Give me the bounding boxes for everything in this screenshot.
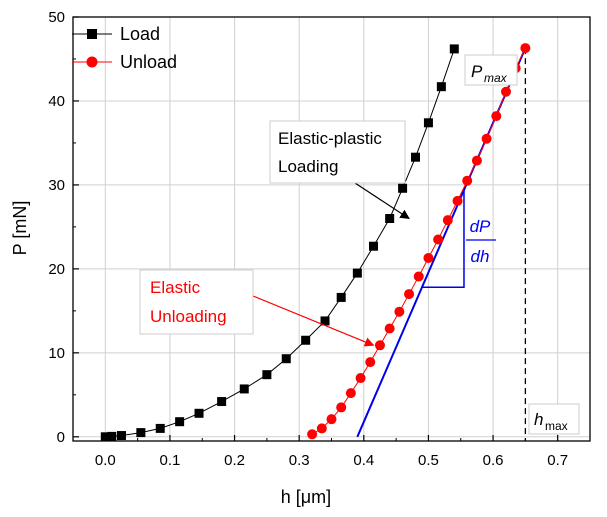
- annotation-box-elastic: [139, 269, 254, 335]
- data-point-unload: [307, 429, 318, 440]
- x-tick-label: 0.3: [289, 452, 310, 469]
- hmax-label-main: h: [534, 410, 543, 429]
- y-axis-title: P [mN]: [10, 201, 30, 256]
- data-point-load: [155, 423, 165, 433]
- data-point-load: [262, 370, 272, 380]
- y-tick-label: 10: [48, 345, 65, 362]
- legend-label-unload: Unload: [120, 52, 177, 72]
- data-point-load: [436, 82, 446, 92]
- legend-marker-unload: [86, 56, 98, 68]
- slope-label-dh: dh: [471, 247, 490, 266]
- data-point-load: [336, 292, 346, 302]
- pmax-label-sub: max: [484, 71, 508, 85]
- data-point-unload: [491, 111, 502, 122]
- legend: Load Unload: [72, 24, 177, 72]
- x-tick-label: 0.1: [160, 452, 181, 469]
- data-point-load: [239, 384, 249, 394]
- annotation-elastic-plastic-line2: Loading: [278, 157, 339, 176]
- data-point-load: [411, 152, 421, 162]
- series-line-load: [105, 48, 455, 438]
- data-point-load: [217, 397, 227, 407]
- x-tick-label: 0.2: [224, 452, 245, 469]
- legend-label-load: Load: [120, 24, 160, 44]
- annotation-elastic: Elastic Unloading: [139, 269, 254, 335]
- annotation-elastic-line1: Elastic: [150, 278, 201, 297]
- data-point-unload: [452, 195, 463, 206]
- data-point-unload: [365, 357, 376, 368]
- hmax-label: h max: [528, 403, 580, 435]
- pmax-label-main: P: [471, 62, 483, 81]
- annotation-arrows: [252, 182, 410, 347]
- data-point-unload: [423, 252, 434, 263]
- data-point-load: [423, 118, 433, 128]
- y-tick-label: 0: [57, 429, 65, 446]
- data-point-unload: [326, 414, 337, 425]
- slope-label: dP dh: [466, 217, 496, 266]
- x-tick-label: 0.7: [547, 452, 568, 469]
- arrow-elastic: [252, 295, 375, 347]
- data-point-load: [352, 268, 362, 278]
- y-tick-label: 50: [48, 9, 65, 26]
- data-point-load: [281, 354, 291, 364]
- data-point-unload: [500, 86, 511, 97]
- y-tick-label: 30: [48, 177, 65, 194]
- data-point-load: [107, 431, 117, 441]
- hmax-label-sub: max: [545, 419, 568, 433]
- data-point-load: [369, 241, 379, 251]
- series-unload: [307, 43, 531, 440]
- data-point-unload: [413, 271, 424, 282]
- axis-ticks: [73, 16, 559, 441]
- data-point-load: [398, 183, 408, 193]
- y-tick-labels: 0 10 20 30 40 50: [48, 9, 65, 446]
- data-point-load: [301, 335, 311, 345]
- data-point-unload: [316, 423, 327, 434]
- arrow-elastic-plastic: [354, 182, 410, 220]
- annotation-elastic-plastic: Elastic-plastic Loading: [269, 120, 406, 184]
- data-point-load: [100, 432, 110, 442]
- data-point-unload: [520, 43, 531, 54]
- legend-marker-load: [87, 29, 97, 39]
- slope-triangle: [421, 190, 465, 289]
- data-point-unload: [481, 133, 492, 144]
- x-tick-label: 0.6: [483, 452, 504, 469]
- annotation-elastic-plastic-line1: Elastic-plastic: [278, 129, 382, 148]
- data-point-load: [116, 431, 126, 441]
- y-tick-label: 40: [48, 93, 65, 110]
- x-tick-label: 0.0: [95, 452, 116, 469]
- y-tick-label: 20: [48, 261, 65, 278]
- pmax-label: P max: [464, 54, 518, 86]
- data-point-load: [194, 408, 204, 418]
- data-point-unload: [355, 373, 366, 384]
- pmax-box: [464, 54, 518, 86]
- data-point-load: [320, 316, 330, 326]
- annotation-elastic-line2: Unloading: [150, 307, 227, 326]
- data-point-unload: [433, 234, 444, 245]
- x-axis-title: h [μm]: [281, 487, 331, 507]
- data-point-load: [385, 214, 395, 224]
- data-point-unload: [442, 215, 453, 226]
- data-point-unload: [462, 175, 473, 186]
- data-point-unload: [471, 155, 482, 166]
- data-point-unload: [394, 306, 405, 317]
- data-point-load: [175, 417, 185, 427]
- data-point-load: [136, 428, 146, 438]
- data-point-unload: [374, 340, 385, 351]
- data-point-load: [449, 44, 459, 54]
- series-load: [100, 44, 459, 442]
- x-tick-label: 0.4: [353, 452, 374, 469]
- x-tick-label: 0.5: [418, 452, 439, 469]
- x-tick-labels: 0.0 0.1 0.2 0.3 0.4 0.5 0.6 0.7: [95, 452, 568, 469]
- data-point-unload: [345, 388, 356, 399]
- hmax-box: [528, 403, 580, 435]
- data-point-unload: [404, 289, 415, 300]
- annotation-box-elastic-plastic: [269, 120, 406, 184]
- slope-label-dp: dP: [470, 217, 491, 236]
- data-point-unload: [336, 402, 347, 413]
- data-point-unload: [384, 323, 395, 334]
